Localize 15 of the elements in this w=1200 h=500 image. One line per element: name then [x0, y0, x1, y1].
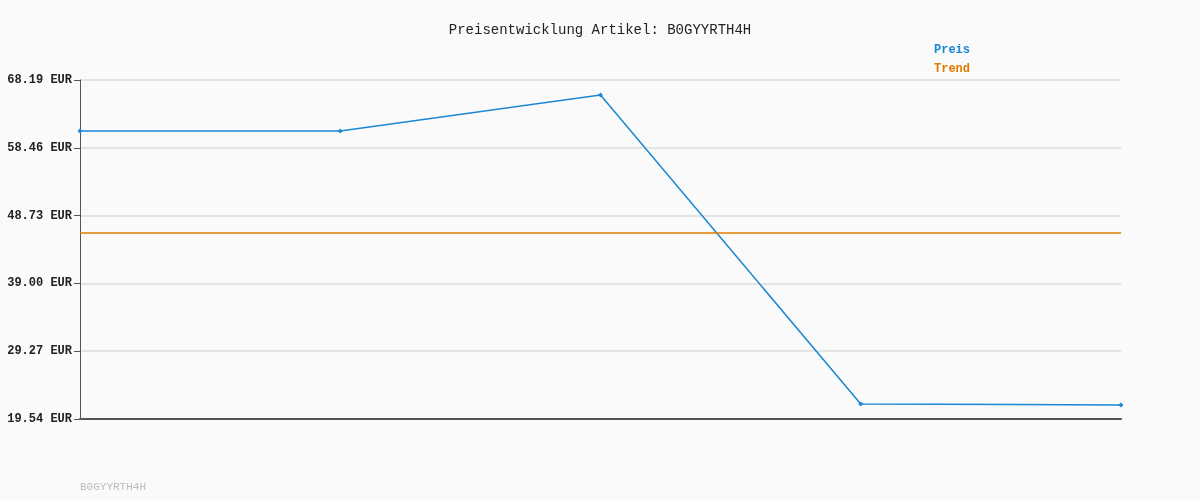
point — [598, 92, 603, 98]
y-tick-label: 48.73 EUR — [7, 208, 73, 223]
y-tick-label: 58.46 EUR — [7, 140, 73, 155]
text: Preis — [933, 43, 971, 57]
point — [1118, 402, 1124, 408]
point — [77, 128, 83, 134]
y-tick-label: 68.19 EUR — [7, 73, 73, 87]
text: B0GYYRTH4H — [80, 480, 147, 493]
text: Trend — [933, 62, 971, 76]
y-tick-label: 39.00 EUR — [7, 276, 73, 291]
point — [337, 128, 343, 134]
chart-title: Preisentwicklung Artikel: B0GYYRTH4H — [448, 22, 752, 38]
point — [858, 401, 864, 407]
y-tick-label: 19.54 EUR — [7, 412, 73, 426]
y-tick-label: 29.27 EUR — [7, 344, 73, 359]
